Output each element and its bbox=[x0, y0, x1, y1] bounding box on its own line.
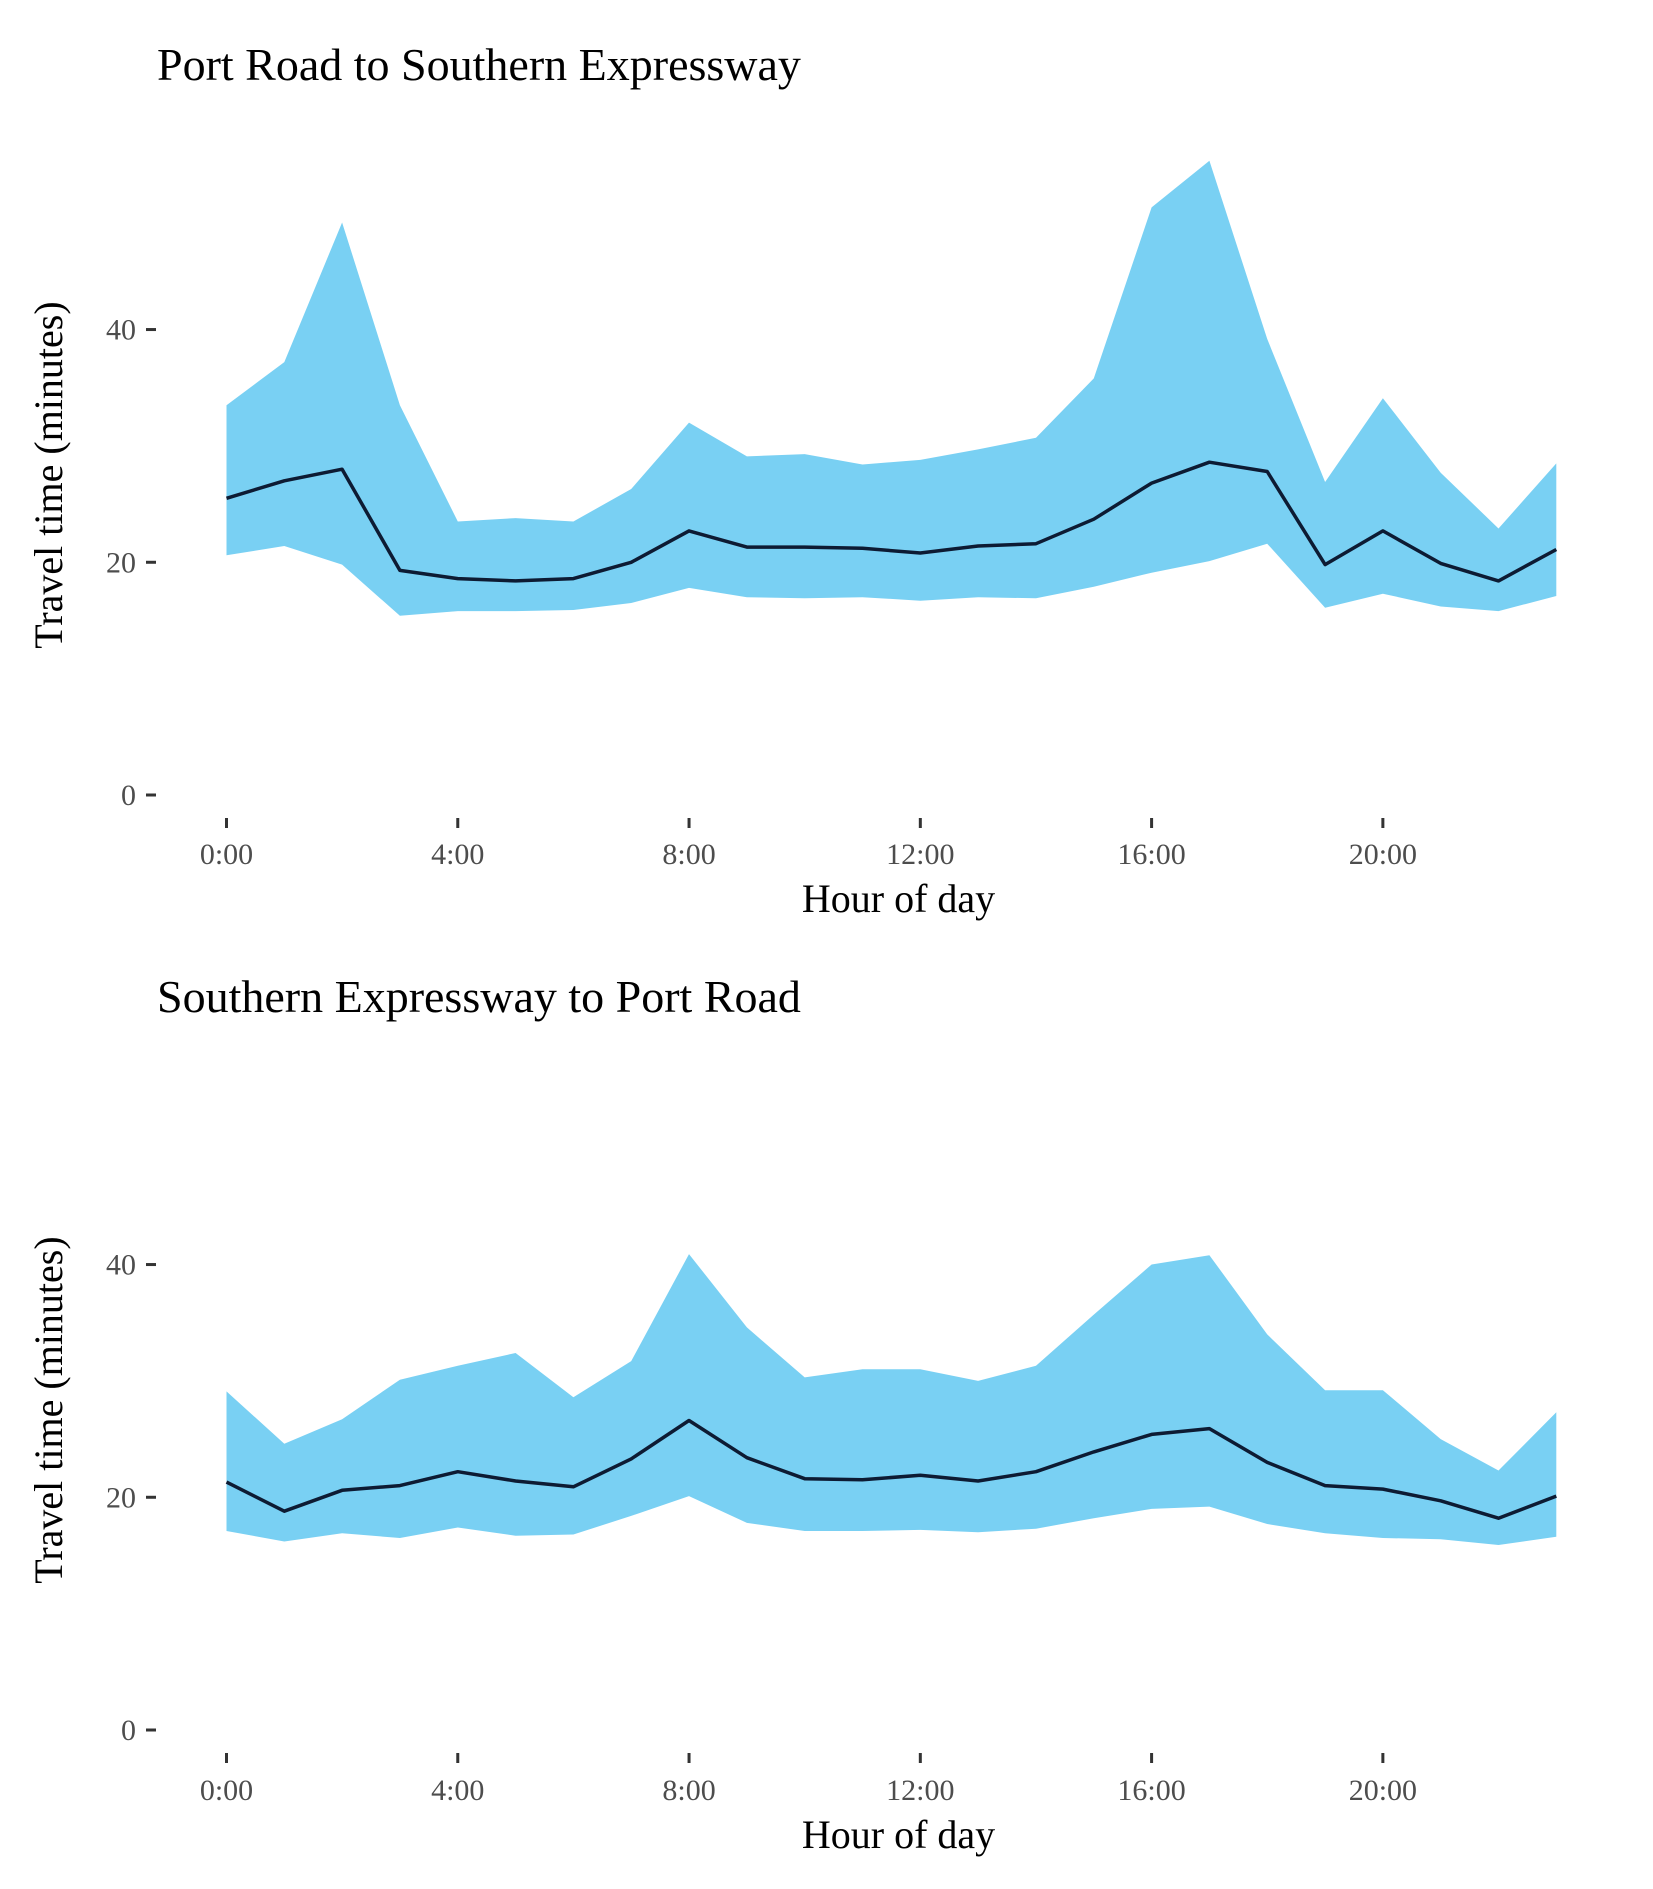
x-tick-label: 12:00 bbox=[886, 1774, 954, 1807]
chart-title: Port Road to Southern Expressway bbox=[157, 39, 801, 90]
median-line bbox=[225, 1418, 1557, 1520]
y-axis-label: Travel time (minutes) bbox=[26, 301, 71, 648]
range-band bbox=[226, 1254, 1557, 1545]
x-tick-label: 8:00 bbox=[662, 1774, 715, 1807]
x-axis-label: Hour of day bbox=[802, 1812, 995, 1857]
x-tick-label: 12:00 bbox=[886, 838, 954, 871]
x-tick-label: 20:00 bbox=[1349, 1774, 1417, 1807]
x-tick-label: 4:00 bbox=[431, 838, 484, 871]
x-tick-label: 16:00 bbox=[1117, 1774, 1185, 1807]
x-tick-label: 20:00 bbox=[1349, 838, 1417, 871]
x-axis-label: Hour of day bbox=[802, 876, 995, 921]
y-tick-label: 40 bbox=[106, 314, 136, 347]
y-axis-label: Travel time (minutes) bbox=[26, 1236, 71, 1583]
x-tick-label: 8:00 bbox=[662, 838, 715, 871]
y-tick-label: 40 bbox=[106, 1249, 136, 1282]
y-tick-label: 20 bbox=[106, 546, 136, 579]
y-tick-label: 20 bbox=[106, 1481, 136, 1514]
x-tick-label: 0:00 bbox=[200, 838, 253, 871]
x-tick-label: 0:00 bbox=[200, 1774, 253, 1807]
chart-panel-1: Port Road to Southern Expressway 0 20 40 0:0… bbox=[26, 39, 1558, 921]
y-tick-label: 0 bbox=[121, 779, 136, 812]
x-tick-label: 4:00 bbox=[431, 1774, 484, 1807]
range-band bbox=[226, 160, 1557, 616]
median-line bbox=[225, 460, 1558, 583]
chart-panel-2: Southern Expressway to Port Road 0 20 40 0:0… bbox=[26, 971, 1557, 1857]
x-tick-label: 16:00 bbox=[1117, 838, 1185, 871]
y-tick-label: 0 bbox=[121, 1714, 136, 1747]
chart-title: Southern Expressway to Port Road bbox=[157, 971, 801, 1022]
